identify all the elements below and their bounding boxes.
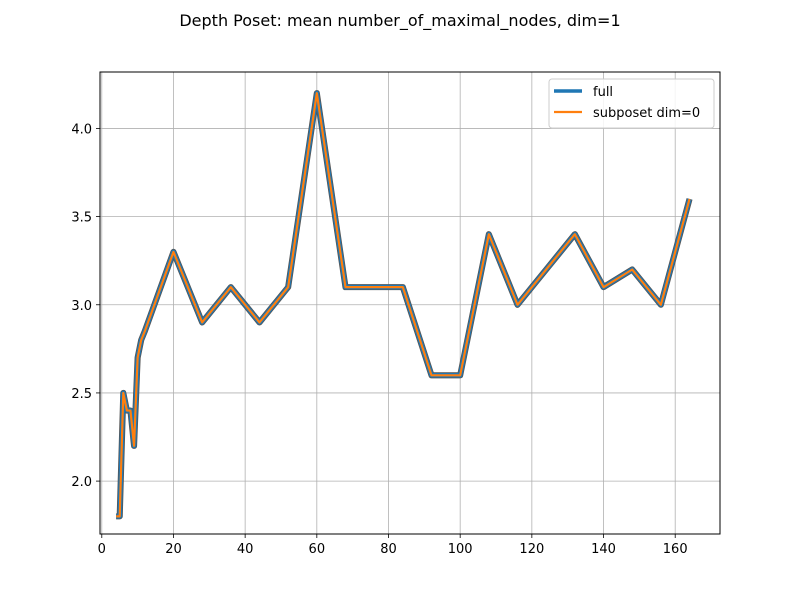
x-tick-label: 140	[591, 542, 616, 557]
x-tick-label: 60	[309, 542, 326, 557]
x-tick-label: 100	[448, 542, 473, 557]
y-tick-label: 3.0	[71, 299, 92, 314]
legend-label-subposet: subposet dim=0	[593, 106, 700, 121]
y-tick-label: 4.0	[71, 122, 92, 137]
x-tick-label: 80	[380, 542, 397, 557]
series-line-subposet	[116, 92, 691, 518]
axes: 0 20 40 60 80 100 120 140 160 2.0 2.5 3.0 3.5 4.0	[71, 122, 687, 557]
y-tick-label: 2.5	[71, 387, 92, 402]
chart-title: Depth Poset: mean number_of_maximal_node…	[179, 11, 620, 31]
x-tick-label: 160	[663, 542, 688, 557]
x-tick-label: 120	[519, 542, 544, 557]
x-tick-label: 0	[98, 542, 106, 557]
legend-box	[548, 78, 715, 129]
legend-label-full: full	[593, 85, 613, 100]
x-tick-label: 20	[165, 542, 182, 557]
y-tick-label: 2.0	[71, 475, 92, 490]
y-tick-label: 3.5	[71, 211, 92, 226]
plot-frame	[99, 71, 721, 535]
legend: full subposet dim=0	[548, 78, 715, 129]
series-layer	[116, 90, 693, 520]
x-tick-label: 40	[237, 542, 254, 557]
